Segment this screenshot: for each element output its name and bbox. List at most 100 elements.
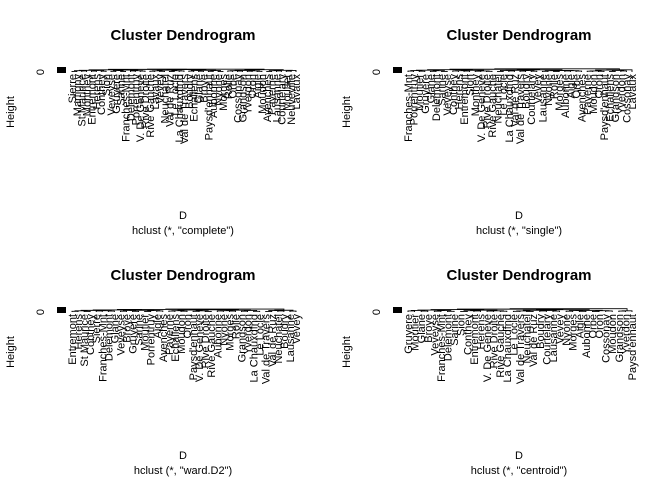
- leaf-label: Rive Gauche: [487, 74, 499, 138]
- dendrogram-svg-single: Cluster Dendrogram Height 0 Franches-Mnt…: [341, 27, 639, 237]
- leaf-label: Gruyere: [403, 314, 415, 354]
- leaf-label: Le Locle: [255, 314, 267, 356]
- dendrogram-panel-single: Cluster Dendrogram Height 0 Franches-Mnt…: [336, 0, 672, 240]
- dendrogram-branch: [609, 70, 616, 72]
- leaf-label: Broye: [121, 314, 133, 343]
- chart-title: Cluster Dendrogram: [110, 27, 255, 44]
- leaf-label: Yverdon: [242, 74, 254, 114]
- dendrogram-branch: [149, 70, 156, 72]
- leaf-label: Neuchatel: [493, 74, 505, 124]
- leaf-label: Rive Gauche: [495, 314, 507, 378]
- dendrogram-branch: [433, 310, 442, 312]
- leaf-labels: GruyereMoutierGlaneBroyeVeveyseFranches-…: [403, 314, 639, 385]
- leaf-label: La Chauxdfnd: [249, 314, 261, 383]
- leaf-label: Sarine: [449, 314, 461, 346]
- leaf-label: Neuveville: [286, 74, 298, 125]
- dendrogram-branch: [91, 70, 97, 72]
- leaf-label: Entremont: [67, 314, 79, 365]
- leaf-label: Boudry: [521, 74, 533, 109]
- dendrogram-branch: [522, 309, 551, 311]
- leaf-label: Porrentruy: [409, 74, 421, 126]
- dendrogram-branch: [429, 70, 437, 72]
- leaf-label: Entremont: [459, 74, 471, 125]
- leaf-label: Moudon: [588, 74, 600, 114]
- y-axis-mark: [57, 307, 66, 313]
- dendrogram-svg-ward: Cluster Dendrogram Height 0 EntremontHer…: [5, 267, 303, 477]
- leaf-label: Lausanne: [285, 314, 297, 362]
- leaf-label: Gruyere: [128, 314, 140, 354]
- leaf-label: Porrentruy: [130, 74, 142, 126]
- leaf-label: Payerne: [164, 314, 176, 355]
- dendrogram-branch: [578, 310, 587, 312]
- leaf-label: V. De Geneve: [482, 314, 494, 382]
- y-axis-label: Height: [5, 336, 17, 368]
- leaf-label: Val de Ruz: [528, 314, 540, 367]
- leaf-label: Grandson: [614, 314, 626, 362]
- dendrogram-panel-complete: Cluster Dendrogram Height 0 Sierre Martig…: [0, 0, 336, 240]
- leaf-label: Moutier: [410, 314, 422, 351]
- leaf-label: Veveyse: [106, 74, 118, 116]
- leaf-label: Boudry: [535, 314, 547, 349]
- leaf-label: Val de Travers: [179, 74, 191, 145]
- dendrogram-panel-ward: Cluster Dendrogram Height 0 Entremont Her…: [0, 240, 336, 480]
- leaf-label: Le Locle: [508, 314, 520, 356]
- leaf-label: Nyone: [213, 74, 225, 106]
- leaf-label: Rive Droite: [489, 314, 501, 368]
- leaf-label: Franches-Mnt: [97, 314, 109, 382]
- dendrogram-branch: [530, 70, 538, 72]
- leaf-label: Franches-Mnt: [403, 74, 415, 142]
- leaf-label: Martigny: [72, 74, 84, 117]
- dendrogram-branch: [256, 70, 263, 72]
- dendrogram-branch: [620, 70, 627, 72]
- leaf-label: Monthey: [470, 74, 482, 117]
- method-subtitle: hclust (*, "centroid"): [471, 465, 567, 477]
- leaf-label: Val de Travers: [515, 314, 527, 385]
- chart-title: Cluster Dendrogram: [446, 267, 591, 284]
- leaf-label: Vevey: [532, 74, 544, 104]
- dendrogram-svg-centroid: Cluster Dendrogram Height 0 GruyereMouti…: [341, 267, 639, 477]
- leaf-label: La Chauxdfnd: [174, 74, 186, 143]
- dendrogram-branch: [83, 310, 91, 312]
- x-axis-label: D: [179, 210, 187, 222]
- y-axis-mark: [57, 67, 66, 73]
- dendrogram-branch: [509, 308, 628, 311]
- dendrogram-branch: [228, 310, 236, 312]
- dendrogram-branch: [497, 70, 504, 72]
- dendrogram-branch: [188, 70, 195, 72]
- dendrogram-branch: [285, 70, 292, 72]
- method-subtitle: hclust (*, "ward.D2"): [134, 465, 232, 477]
- leaf-label: Aubonne: [208, 74, 220, 118]
- leaf-label: Yverdon: [620, 314, 632, 354]
- leaf-label: Neuchatel: [522, 314, 534, 364]
- leaf-label: Gruyere: [420, 74, 432, 114]
- dendrogram-branch: [407, 310, 416, 312]
- dendrogram-branch: [225, 309, 252, 311]
- y-tick-label: 0: [371, 309, 383, 315]
- leaf-label: Val de Ruz: [164, 74, 176, 127]
- leaf-label: Morges: [224, 314, 236, 351]
- leaf-label: Vevey: [155, 74, 167, 104]
- leaf-label: Nyone: [561, 314, 573, 346]
- leaf-label: Boudry: [184, 74, 196, 109]
- dendrogram-branch: [508, 70, 515, 72]
- chart-title: Cluster Dendrogram: [446, 27, 591, 44]
- y-axis-label: Height: [5, 96, 17, 128]
- leaf-label: Herens: [91, 74, 103, 110]
- leaf-label: Conthey: [462, 314, 474, 355]
- leaf-label: Paysd'enhaut: [627, 314, 639, 380]
- leaf-label: Aubonne: [560, 74, 572, 118]
- leaf-label: Glane: [109, 314, 121, 343]
- leaf-label: Rive Droite: [481, 74, 493, 128]
- dendrogram-branch: [71, 70, 78, 72]
- leaf-label: Rolle: [230, 314, 242, 339]
- leaf-label: Yverdon: [243, 314, 255, 354]
- leaf-label: Moudon: [607, 314, 619, 354]
- leaf-label: Gruyere: [111, 74, 123, 114]
- leaf-label: Sion: [456, 314, 468, 336]
- leaf-label: Rive Droite: [200, 314, 212, 368]
- leaf-labels: Franches-MntPorrentruyMoutierGruyereGlan…: [403, 74, 639, 145]
- x-axis-label: D: [515, 210, 523, 222]
- leaf-label: Aubonne: [581, 314, 593, 358]
- leaf-label: Avenches: [577, 74, 589, 123]
